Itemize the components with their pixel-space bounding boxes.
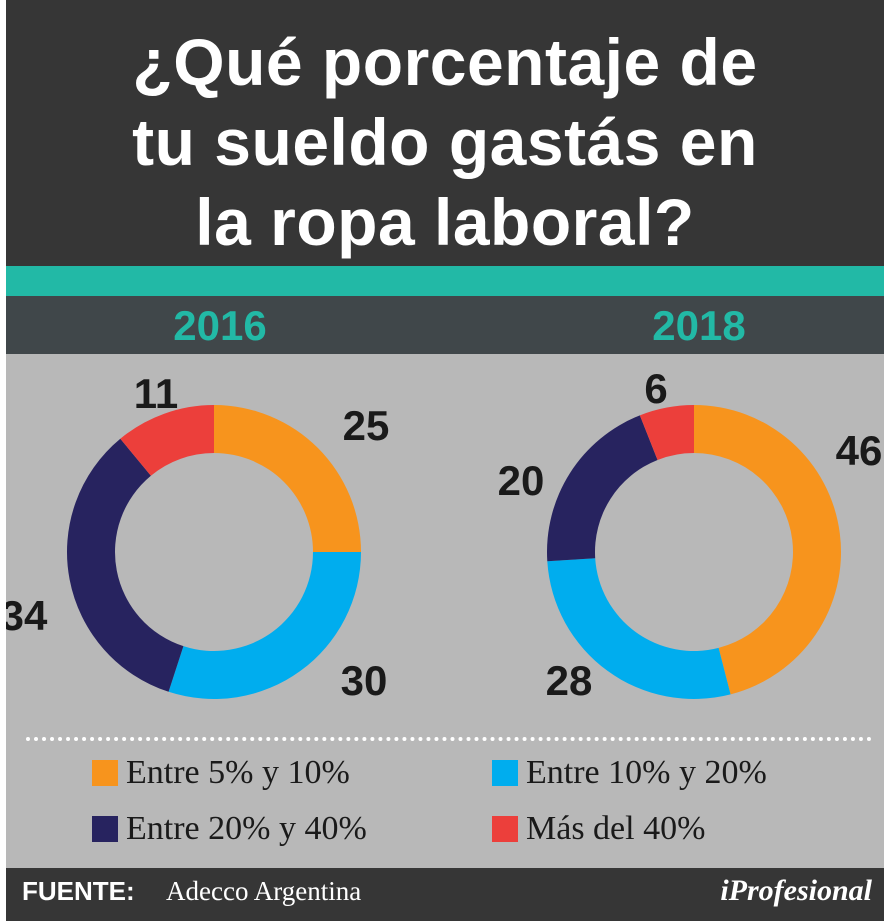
- title-line: la ropa laboral?: [195, 185, 695, 259]
- slice-value-label: 6: [644, 365, 667, 412]
- legend-label: Más del 40%: [526, 810, 706, 847]
- source-text: Adecco Argentina: [166, 876, 362, 906]
- title-block: ¿Qué porcentaje de tu sueldo gastás en l…: [6, 0, 884, 266]
- legend-swatch: [92, 816, 118, 842]
- year-header: 2016 2018: [6, 296, 884, 354]
- slice-value-label: 46: [836, 427, 883, 474]
- donut-chart-2018: 46 28 20 6: [498, 365, 883, 704]
- dotted-divider: [26, 737, 872, 741]
- brand-logo: iProfesional: [720, 874, 872, 907]
- source-label: FUENTE:: [22, 876, 135, 906]
- legend-swatch: [492, 816, 518, 842]
- donut-slice: [120, 405, 214, 476]
- slice-value-label: 25: [343, 402, 390, 449]
- donut-slice: [214, 405, 361, 552]
- donut-slice: [694, 405, 841, 695]
- donut-chart-2016: 25 30 34 11: [6, 370, 389, 704]
- donut-slice: [547, 415, 658, 562]
- title-line: ¿Qué porcentaje de: [132, 25, 758, 99]
- title: ¿Qué porcentaje de tu sueldo gastás en l…: [6, 22, 884, 262]
- donut-slice: [67, 438, 184, 692]
- donut-charts: 25 30 34 11 46 28 20 6: [6, 365, 883, 704]
- title-line: tu sueldo gastás en: [132, 105, 758, 179]
- slice-value-label: 34: [6, 592, 48, 639]
- slice-value-label: 11: [134, 370, 178, 417]
- accent-band: [6, 266, 884, 296]
- slice-value-label: 30: [341, 657, 388, 704]
- legend-label: Entre 20% y 40%: [126, 810, 367, 847]
- donut-slice: [547, 558, 731, 699]
- year-label-2018: 2018: [652, 302, 746, 349]
- legend-label: Entre 5% y 10%: [126, 754, 350, 791]
- year-label-2016: 2016: [173, 302, 267, 349]
- slice-value-label: 20: [498, 457, 545, 504]
- donut-slice: [639, 405, 694, 460]
- slice-value-label: 28: [546, 657, 593, 704]
- donut-slice: [168, 552, 361, 699]
- legend-label: Entre 10% y 20%: [526, 754, 767, 791]
- legend-swatch: [92, 760, 118, 786]
- footer: FUENTE: Adecco Argentina iProfesional: [6, 868, 884, 921]
- chart-area: 25 30 34 11 46 28 20 6 Entre 5% y 10% Entre 10…: [6, 354, 884, 868]
- legend-swatch: [492, 760, 518, 786]
